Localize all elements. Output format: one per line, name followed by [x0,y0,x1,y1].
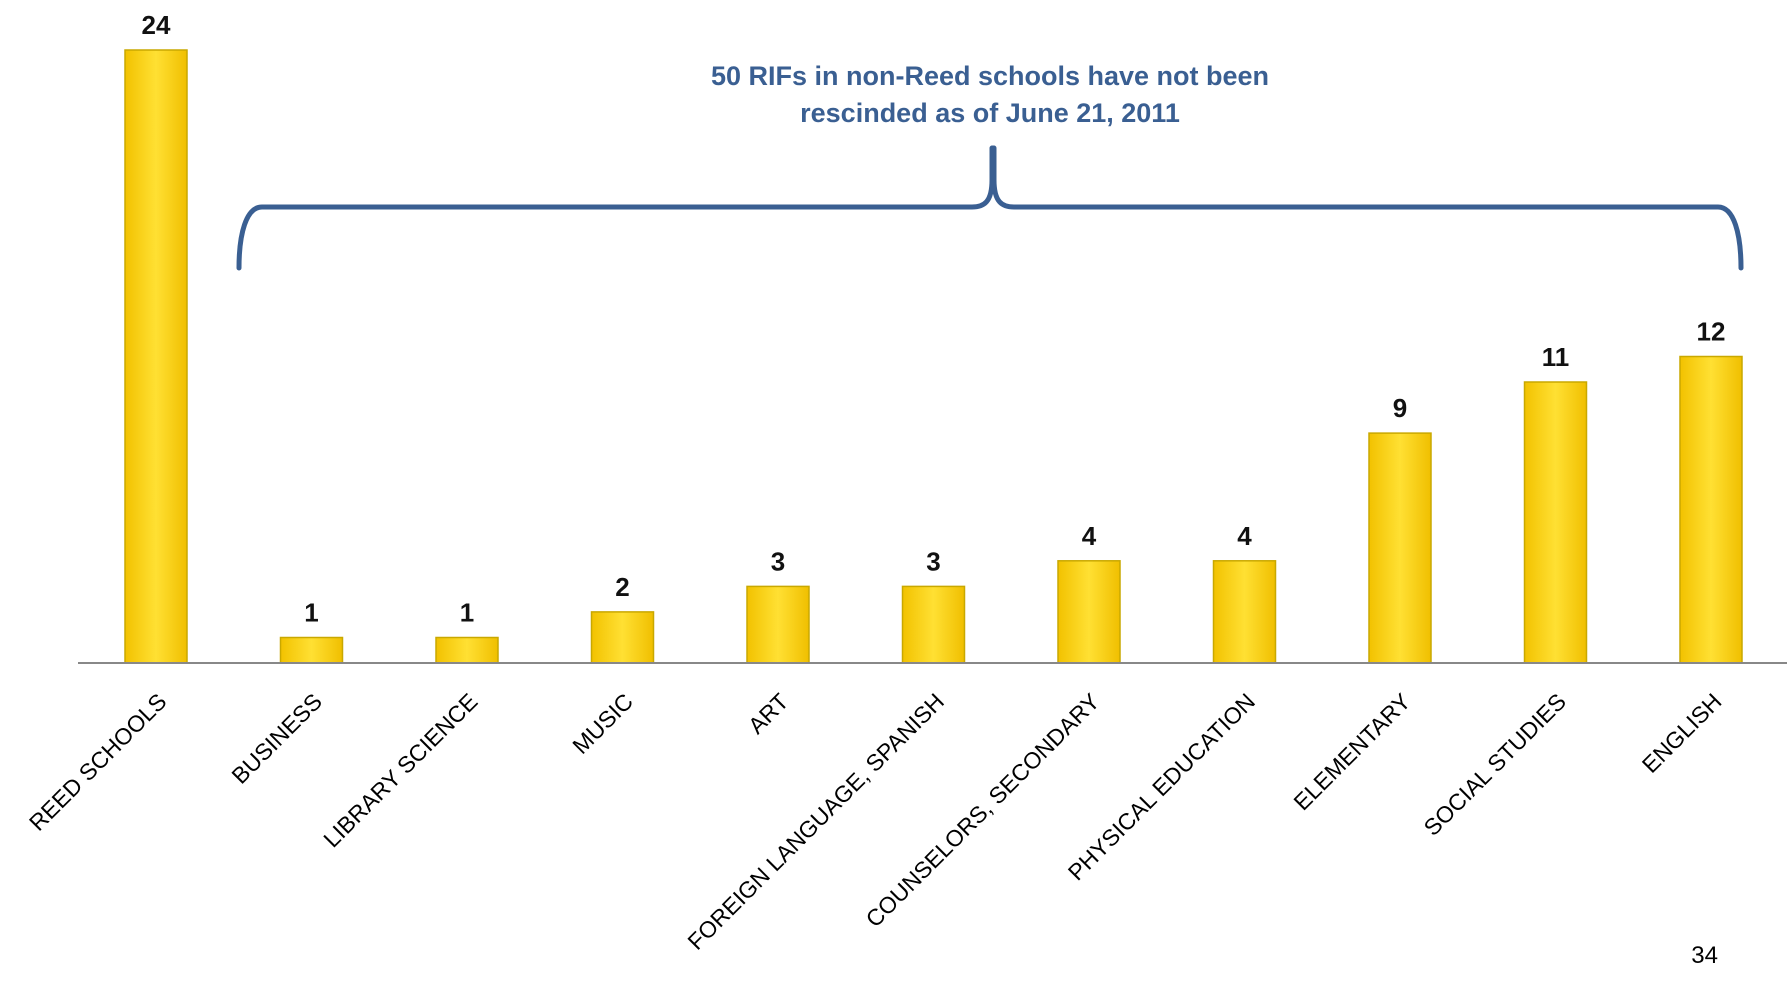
bar [279,636,344,664]
bar-value-label: 3 [771,546,785,576]
bar-value-label: 12 [1697,317,1726,347]
page-number: 34 [1691,942,1718,969]
annotation-line-1: 50 RIFs in non-Reed schools have not bee… [711,61,1269,91]
category-tick-label: ENGLISH [1637,688,1727,778]
bar [746,585,810,664]
bar [1523,381,1588,664]
bar [1368,432,1432,664]
bar-value-label: 1 [460,598,474,628]
bar [901,585,966,664]
bar [590,611,655,664]
annotation-line-2: rescinded as of June 21, 2011 [800,98,1180,128]
bar [435,636,499,664]
category-tick-label: FOREIGN LANGUAGE, SPANISH [682,688,949,955]
category-tick-label: BUSINESS [226,688,327,789]
bar [124,49,188,664]
category-tick-label: ART [743,688,794,739]
bars-group [124,49,1743,664]
bar-value-label: 4 [1237,521,1252,551]
bar-value-label: 3 [926,546,940,576]
bar [1057,560,1121,664]
bar-value-label: 4 [1082,521,1097,551]
bar-value-label: 2 [615,572,629,602]
category-tick-label: SOCIAL STUDIES [1419,688,1571,840]
category-tick-label: ELEMENTARY [1288,688,1415,815]
category-tick-label: REED SCHOOLS [24,688,172,836]
category-tick-label: LIBRARY SCIENCE [318,688,482,852]
bar-value-label: 9 [1393,393,1407,423]
bar-value-label: 1 [304,598,318,628]
bar [1679,355,1743,664]
category-tick-label: MUSIC [567,688,638,759]
bar-value-label: 11 [1542,342,1570,372]
annotation-brace [236,145,1744,271]
bar-value-label: 24 [142,10,171,40]
bar [1212,560,1277,664]
